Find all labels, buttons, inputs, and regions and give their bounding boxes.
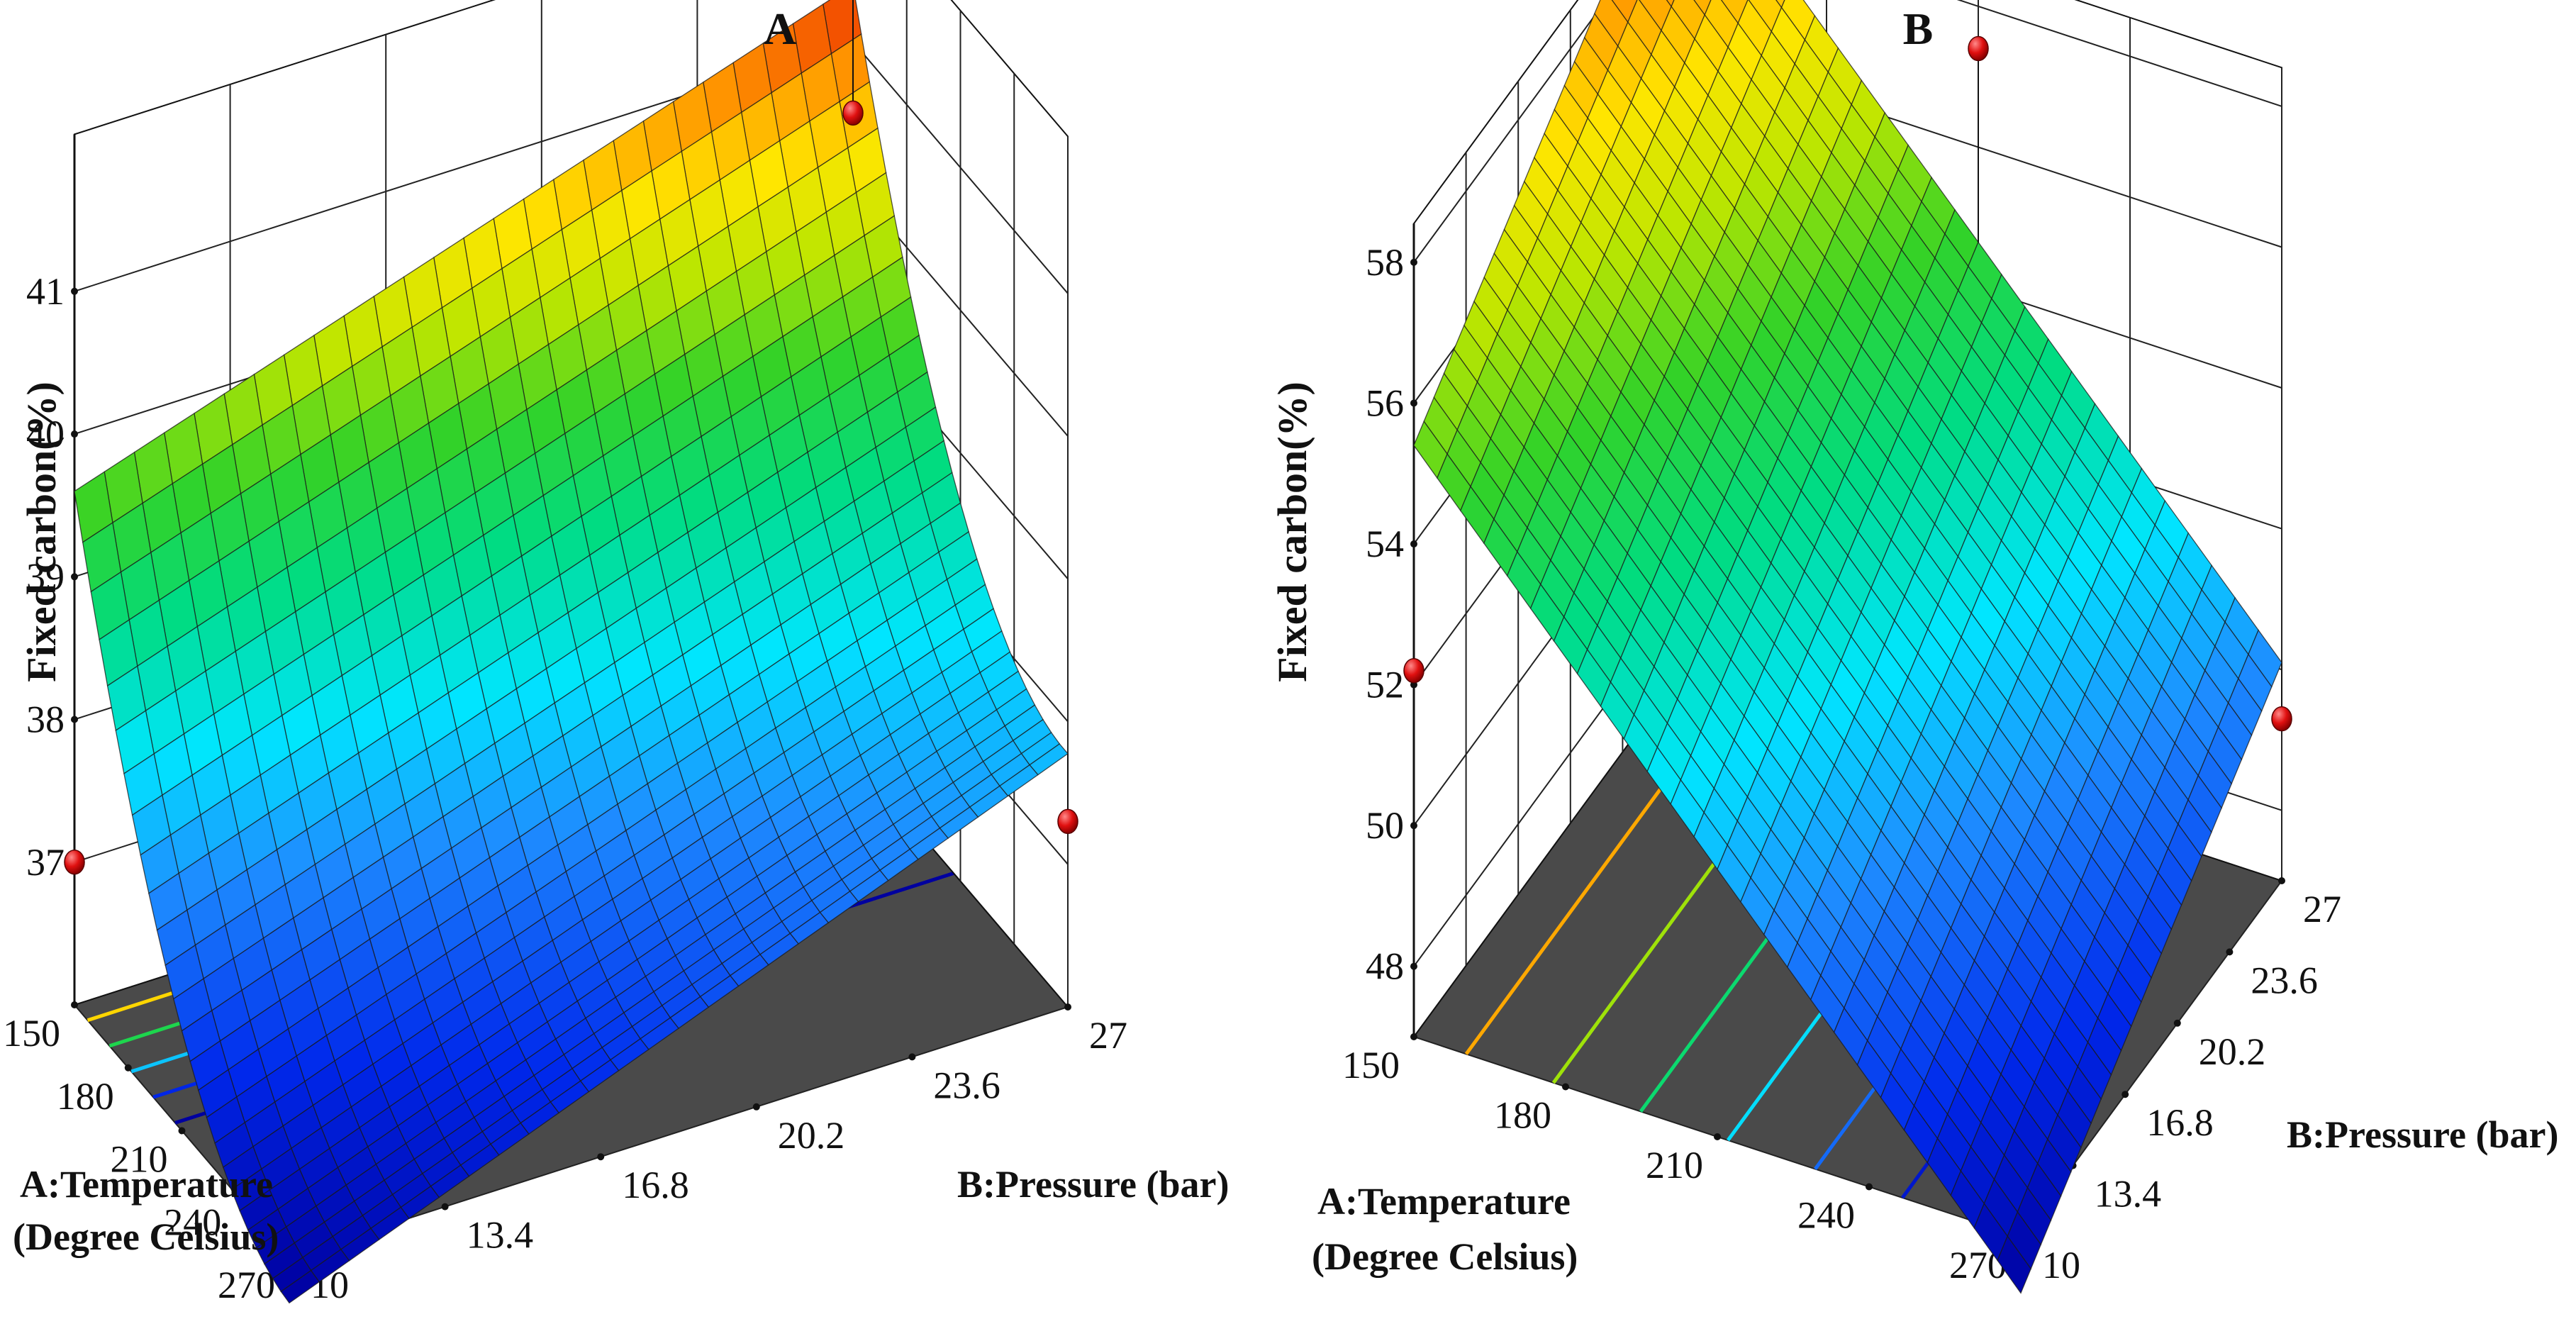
- x-tick-mark-b: [1866, 1183, 1873, 1191]
- x-tick-label-b: 150: [1342, 1044, 1400, 1086]
- x-tick-label-a: 210: [111, 1138, 168, 1181]
- surface-cell-a: [280, 1269, 320, 1304]
- x-axis-title-a-line1: A:Temperature: [20, 1163, 273, 1206]
- design-point-a: [64, 850, 85, 875]
- y-tick-label-a: 20.2: [778, 1114, 845, 1157]
- y-tick-label-b: 27: [2303, 888, 2341, 930]
- z-tick-mark-b: [1410, 258, 1417, 266]
- points-above-b: [1968, 35, 1989, 243]
- y-tick-label-b: 20.2: [2199, 1030, 2266, 1073]
- z-axis-title-b: Fixed carbon(%): [1269, 382, 1315, 682]
- y-tick-label-b: 10: [2042, 1244, 2080, 1286]
- points-below-b: [1403, 445, 2292, 732]
- z-tick-label-a: 37: [26, 841, 65, 884]
- points-below-a: [64, 491, 1078, 875]
- x-tick-mark-b: [1714, 1133, 1721, 1140]
- z-tick-label-b: 52: [1366, 664, 1404, 706]
- z-tick-label-b: 50: [1366, 804, 1404, 847]
- z-tick-mark-b: [1410, 399, 1417, 407]
- z-tick-mark-a: [71, 287, 78, 295]
- x-tick-mark-a: [124, 1064, 132, 1072]
- y-tick-mark-a: [597, 1153, 605, 1161]
- panel-label-b: B: [1903, 4, 1934, 54]
- y-tick-label-b: 16.8: [2146, 1101, 2214, 1144]
- x-tick-mark-b: [1562, 1083, 1569, 1091]
- x-tick-mark-b: [1410, 1033, 1417, 1040]
- design-point-a: [842, 100, 864, 126]
- y-tick-mark-b: [2173, 1019, 2181, 1027]
- z-tick-label-a: 41: [26, 270, 65, 313]
- design-point-b: [2271, 706, 2292, 732]
- z-tick-label-a: 38: [26, 699, 65, 741]
- y-axis-title-a: B:Pressure (bar): [957, 1163, 1229, 1206]
- z-tick-label-b: 56: [1366, 382, 1404, 424]
- y-tick-label-b: 13.4: [2095, 1173, 2162, 1215]
- y-tick-label-a: 16.8: [622, 1164, 689, 1206]
- design-point-a: [1057, 808, 1078, 835]
- y-axis-title-b: B:Pressure (bar): [2287, 1113, 2558, 1156]
- y-tick-mark-b: [2226, 948, 2234, 956]
- z-axis-title-a: Fixed carbon(%): [18, 382, 65, 682]
- y-tick-mark-a: [441, 1203, 449, 1211]
- z-tick-label-a: 40: [26, 413, 65, 455]
- x-tick-mark-a: [71, 1001, 78, 1008]
- z-tick-mark-b: [1410, 822, 1417, 830]
- x-axis-title-b-line1: A:Temperature: [1317, 1180, 1571, 1223]
- design-point-b: [1403, 657, 1424, 684]
- x-tick-label-a: 270: [218, 1264, 275, 1306]
- y-tick-label-a: 27: [1089, 1014, 1127, 1057]
- x-tick-mark-a: [178, 1127, 186, 1135]
- y-tick-mark-a: [752, 1103, 760, 1111]
- x-tick-label-b: 210: [1646, 1144, 1703, 1186]
- response-surface-b: [1413, 0, 2282, 1294]
- y-tick-label-a: 13.4: [467, 1214, 534, 1257]
- y-tick-mark-b: [2121, 1091, 2129, 1098]
- x-axis-title-a-line2: (Degree Celsius): [13, 1215, 279, 1258]
- y-tick-label-b: 23.6: [2251, 959, 2318, 1001]
- y-tick-mark-a: [908, 1053, 916, 1061]
- z-tick-label-b: 54: [1366, 523, 1404, 565]
- x-tick-label-b: 180: [1494, 1094, 1551, 1137]
- panel-label-a: A: [764, 4, 796, 54]
- z-tick-label-b: 48: [1366, 945, 1404, 988]
- x-tick-label-b: 240: [1797, 1194, 1855, 1237]
- y-tick-mark-b: [2278, 877, 2285, 884]
- points-above-a: [842, 0, 864, 126]
- response-surface-a: [74, 0, 1069, 1304]
- z-tick-label-a: 39: [26, 555, 65, 598]
- y-tick-mark-a: [1064, 1003, 1071, 1011]
- z-tick-mark-a: [71, 430, 78, 438]
- y-tick-label-a: 23.6: [933, 1064, 1000, 1106]
- surface-cell-b: [1997, 1235, 2031, 1294]
- x-tick-label-a: 240: [164, 1201, 221, 1243]
- design-point-b: [1968, 35, 1989, 62]
- surface-cell-b: [1775, 0, 1785, 9]
- z-tick-label-b: 58: [1366, 241, 1404, 284]
- surface-cell-b: [1666, 0, 1675, 8]
- x-tick-label-a: 150: [3, 1012, 60, 1055]
- z-gridline-b: [1413, 0, 2282, 263]
- x-axis-title-b-line2: (Degree Celsius): [1312, 1235, 1578, 1278]
- z-tick-mark-b: [1410, 962, 1417, 970]
- x-tick-label-a: 180: [57, 1075, 114, 1118]
